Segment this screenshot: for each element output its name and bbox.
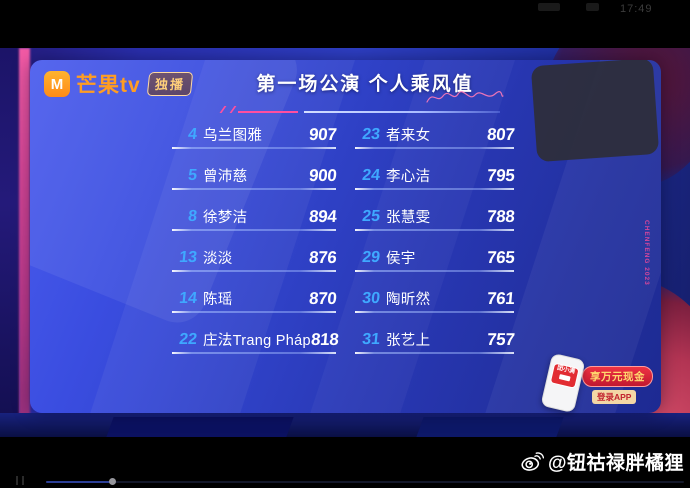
app-icon-tag [558,373,571,382]
score-value: 876 [307,247,337,267]
rank-number: 31 [361,330,381,348]
phone-icon: 团小满 [540,352,586,414]
table-row: 29 侯宇 765 [355,237,515,278]
score-value: 870 [307,288,337,308]
rank-number: 4 [187,125,198,143]
rank-number: 30 [361,289,381,307]
table-row: 25 张慧雯 788 [355,196,515,237]
promo-cash-pill: 享万元现金 [582,366,653,387]
bg-block [416,417,564,437]
rank-number: 22 [178,330,198,348]
contestant-name: 庄法Trang Pháp [203,333,311,349]
title-underline [219,91,522,118]
score-value: 795 [485,165,515,185]
ranking-column-left: 4 乌兰图雅 907 5 曾沛慈 900 8 徐梦洁 894 13 淡淡 876… [172,114,340,360]
underline-pink-segment [238,111,298,113]
table-row: 23 者来女 807 [355,114,515,155]
side-vertical-text: CHENFENG 2023 [643,220,650,286]
table-row: 13 淡淡 876 [172,237,337,278]
weibo-icon [521,451,544,471]
table-row: 24 李心洁 795 [355,155,515,196]
rank-number: 5 [187,166,198,184]
bg-dark-card [530,60,660,163]
contestant-name: 侯宇 [386,251,416,267]
score-value: 818 [310,329,340,349]
video-progress-knob[interactable] [109,478,116,485]
score-value: 900 [307,165,337,185]
contestant-name: 徐梦洁 [203,210,248,226]
contestant-name: 陶昕然 [386,292,431,308]
exclusive-badge: 独播 [146,72,193,96]
rank-number: 23 [361,125,381,143]
video-frame: M 芒果tv 独播 第一场公演 个人乘风值 4 乌兰图雅 907 5 曾沛慈 [0,48,690,437]
score-value: 894 [307,206,337,226]
promo-login-pill: 登录APP [592,390,637,404]
watermark-handle: @钮祜禄胖橘狸 [547,453,684,474]
ranking-column-right: 23 者来女 807 24 李心洁 795 25 张慧雯 788 29 侯宇 7… [355,114,515,360]
score-value: 788 [485,206,515,226]
rank-number: 29 [361,248,381,266]
status-time: 17:49 [620,3,653,15]
table-row: 4 乌兰图雅 907 [172,114,337,155]
mango-tv-icon: M [44,71,70,97]
mango-tv-logo-text: 芒果tv [76,74,141,97]
table-row: 31 张艺上 757 [355,319,515,360]
table-row: 8 徐梦洁 894 [172,196,337,237]
rank-number: 13 [178,248,198,266]
contestant-name: 曾沛慈 [203,169,248,185]
bg-left-edge [0,48,19,437]
rank-number: 14 [178,289,198,307]
rank-number: 25 [361,207,381,225]
contestant-name: 陈瑶 [203,292,233,308]
video-progress-fill [46,481,112,483]
table-row: 14 陈瑶 870 [172,278,337,319]
table-row: 22 庄法Trang Pháp 818 [172,319,340,360]
top-letterbox-bar: 17:49 [0,0,690,48]
pause-icon[interactable] [16,476,24,485]
contestant-name: 李心洁 [386,169,431,185]
watermark: @钮祜禄胖橘狸 [520,448,684,475]
table-row: 5 曾沛慈 900 [172,155,337,196]
score-value: 907 [307,124,337,144]
score-value: 761 [485,288,515,308]
contestant-name: 者来女 [386,128,431,144]
score-value: 757 [485,329,515,349]
contestant-name: 张慧雯 [386,210,431,226]
score-value: 807 [485,124,515,144]
table-row: 30 陶昕然 761 [355,278,515,319]
contestant-name: 乌兰图雅 [203,128,263,144]
stage-bottom-strip [0,413,690,437]
battery-icon [586,3,599,11]
underline-light-segment [304,111,500,113]
app-icon: 团小满 [549,362,580,389]
bg-pink-stripe [19,48,30,437]
channel-logo: M 芒果tv 独播 [44,69,193,99]
rank-number: 24 [361,166,381,184]
status-icon [538,3,560,11]
pen-mark-icon [219,106,237,113]
bottom-letterbox-bar: @钮祜禄胖橘狸 [0,437,690,488]
page-title-wrap: 第一场公演 个人乘风值 [205,69,525,96]
video-progress-bar[interactable] [46,478,684,485]
promo-pills: 享万元现金 登录APP [582,366,653,416]
score-value: 765 [485,247,515,267]
signature-squiggle-icon [426,91,504,103]
contestant-name: 张艺上 [386,333,431,349]
bg-block [106,417,294,437]
rank-number: 8 [187,207,198,225]
contestant-name: 淡淡 [203,251,233,267]
page-title: 第一场公演 个人乘风值 [256,74,474,95]
app-promo-badge: 团小满 享万元现金 登录APP [540,352,664,416]
